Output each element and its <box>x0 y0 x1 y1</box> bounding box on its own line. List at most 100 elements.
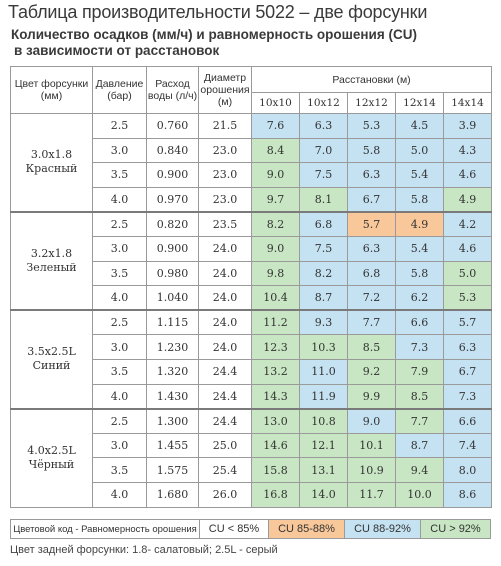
precip-cell: 7.3 <box>395 334 444 360</box>
precip-cell: 9.7 <box>251 186 300 213</box>
pressure-cell: 2.5 <box>92 407 147 434</box>
diameter-cell: 24.0 <box>198 260 252 287</box>
precip-cell: 6.8 <box>299 210 348 237</box>
table-row: 3.0 0.900 24.0 9.0 7.5 6.3 5.4 4.6 <box>11 235 493 262</box>
pressure-cell: 4.0 <box>92 383 147 410</box>
table-row: 3.5 0.900 23.0 9.0 7.5 6.3 5.4 4.6 <box>11 162 493 188</box>
precip-cell: 10.0 <box>395 481 444 508</box>
table-row: 3.2x1.8 Зеленый 2.5 0.820 23.5 8.2 6.8 5.7 4.9 4.… <box>10 210 493 311</box>
precip-cell: 9.4 <box>395 457 444 483</box>
precip-cell: 5.0 <box>395 137 444 164</box>
precip-cell: 5.4 <box>395 162 444 188</box>
precip-cell: 5.7 <box>347 210 396 237</box>
precip-cell: 9.9 <box>347 383 396 410</box>
flow-cell: 0.840 <box>146 137 199 164</box>
header-spacing-14x14: 14x14 <box>442 92 493 114</box>
precip-cell: 6.3 <box>347 235 396 262</box>
diameter-cell: 23.5 <box>198 210 252 237</box>
legend: Цветовой код - Равномерность орошения CU… <box>10 519 491 539</box>
precip-cell: 5.0 <box>442 260 493 287</box>
pressure-cell: 2.5 <box>92 309 147 336</box>
precip-cell: 12.1 <box>299 432 348 459</box>
header-spacing-12x14: 12x14 <box>395 92 444 114</box>
precip-cell: 11.2 <box>251 309 300 336</box>
table-row: 3.0 1.230 24.0 12.3 10.3 8.5 7.3 6.3 <box>11 334 493 360</box>
pressure-cell: 4.0 <box>92 186 147 213</box>
precip-cell: 10.1 <box>347 432 396 459</box>
pressure-cell: 3.0 <box>92 432 147 459</box>
precip-cell: 7.9 <box>395 358 444 385</box>
nozzle-color-name: Синий <box>32 359 71 373</box>
flow-cell: 1.115 <box>146 309 199 336</box>
precip-cell: 5.7 <box>442 309 493 336</box>
footnote: Цвет задней форсунки: 1.8- салатовый; 2.… <box>10 544 278 556</box>
table-row: 3.5x2.5L Синий 2.5 1.115 24.0 11.2 9.3 7.7 6.6 5.… <box>10 309 493 410</box>
pressure-cell: 3.0 <box>92 334 147 360</box>
nozzle-color-name: Красный <box>25 162 78 176</box>
flow-cell: 1.455 <box>146 432 199 459</box>
precip-cell: 3.9 <box>442 113 493 139</box>
nozzle-cell: 3.2x1.8 Зеленый <box>10 210 93 311</box>
precip-cell: 5.3 <box>442 285 493 311</box>
pressure-cell: 3.5 <box>92 260 147 287</box>
pressure-cell: 2.5 <box>92 113 147 139</box>
precip-cell: 14.0 <box>299 481 348 508</box>
precip-cell: 8.4 <box>251 137 300 164</box>
table-row: 3.5 1.320 24.4 13.2 11.0 9.2 7.9 6.7 <box>11 358 493 385</box>
precip-cell: 7.0 <box>299 137 348 164</box>
diameter-cell: 23.0 <box>198 137 252 164</box>
table-row: 3.0 0.840 23.0 8.4 7.0 5.8 5.0 4.3 <box>11 137 493 164</box>
precip-cell: 8.5 <box>395 383 444 410</box>
precip-cell: 13.0 <box>251 407 300 434</box>
precip-cell: 6.2 <box>395 285 444 311</box>
precip-cell: 4.2 <box>442 210 493 237</box>
precip-cell: 8.6 <box>442 481 493 508</box>
header-pressure: Давление (бар) <box>92 66 147 114</box>
precip-cell: 7.4 <box>442 432 493 459</box>
precip-cell: 9.0 <box>251 235 300 262</box>
precip-cell: 15.8 <box>251 457 300 483</box>
nozzle-color-name: Зеленый <box>26 261 77 275</box>
precip-cell: 5.8 <box>395 186 444 213</box>
diameter-cell: 24.0 <box>198 235 252 262</box>
performance-table: Цвет форсунки (мм) Давление (бар) Расход… <box>10 66 493 508</box>
diameter-cell: 24.4 <box>198 407 252 434</box>
flow-cell: 0.980 <box>146 260 199 287</box>
diameter-cell: 21.5 <box>198 113 252 139</box>
precip-cell: 10.3 <box>299 334 348 360</box>
diameter-cell: 24.4 <box>198 383 252 410</box>
flow-cell: 1.320 <box>146 358 199 385</box>
nozzle-size: 3.0x1.8 <box>30 148 73 162</box>
pressure-cell: 3.5 <box>92 162 147 188</box>
precip-cell: 6.3 <box>347 162 396 188</box>
precip-cell: 14.3 <box>251 383 300 410</box>
precip-cell: 9.8 <box>251 260 300 287</box>
header-spacing-12x12: 12x12 <box>347 92 396 114</box>
precip-cell: 8.7 <box>299 285 348 311</box>
nozzle-cell: 3.5x2.5L Синий <box>10 309 93 410</box>
flow-cell: 0.900 <box>146 162 199 188</box>
nozzle-size: 3.5x2.5L <box>27 345 76 359</box>
flow-cell: 0.760 <box>146 113 199 139</box>
legend-item-mid-high: CU 88-92% <box>345 520 421 538</box>
legend-item-mid-low: CU 85-88% <box>269 520 345 538</box>
precip-cell: 6.7 <box>442 358 493 385</box>
precip-cell: 5.8 <box>347 137 396 164</box>
diameter-cell: 25.4 <box>198 457 252 483</box>
flow-cell: 0.820 <box>146 210 199 237</box>
header-diameter: Диаметр орошения (м) <box>198 66 252 114</box>
diameter-cell: 24.0 <box>198 285 252 311</box>
nozzle-size: 3.2x1.8 <box>30 247 73 261</box>
precip-cell: 4.9 <box>395 210 444 237</box>
precip-cell: 8.2 <box>251 210 300 237</box>
precip-cell: 14.6 <box>251 432 300 459</box>
pressure-cell: 2.5 <box>92 210 147 237</box>
flow-cell: 0.900 <box>146 235 199 262</box>
table-row: 4.0 1.040 24.0 10.4 8.7 7.2 6.2 5.3 <box>11 285 493 311</box>
precip-cell: 7.5 <box>299 235 348 262</box>
nozzle-cell: 3.0x1.8 Красный <box>10 112 93 213</box>
precip-cell: 5.4 <box>395 235 444 262</box>
precip-cell: 4.5 <box>395 113 444 139</box>
precip-cell: 11.9 <box>299 383 348 410</box>
precip-cell: 6.6 <box>442 407 493 434</box>
